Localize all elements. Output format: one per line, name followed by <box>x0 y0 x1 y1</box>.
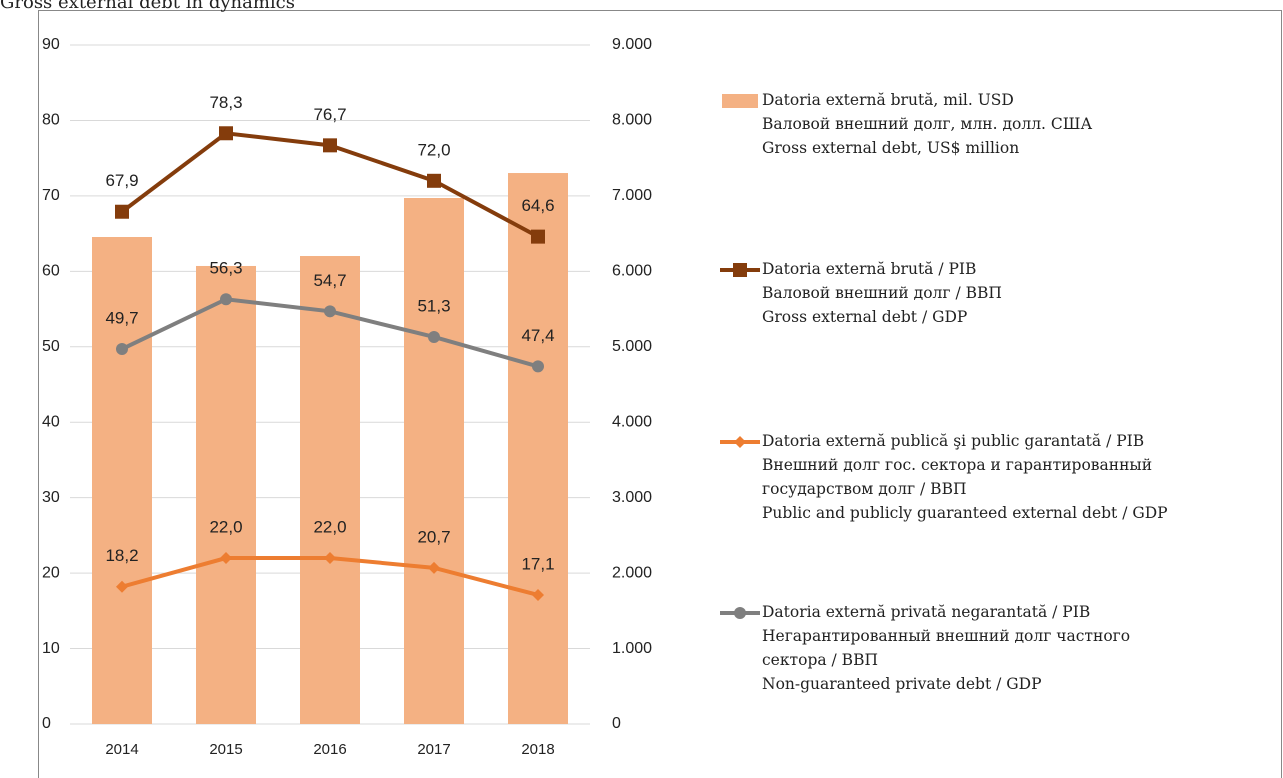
legend-label: сектора / ВВП <box>762 651 878 669</box>
legend-label: Datoria externă brută, mil. USD <box>762 91 1014 109</box>
marker <box>324 305 336 318</box>
legend-label: государством долг / ВВП <box>762 480 966 498</box>
data-label: 22,0 <box>209 518 242 537</box>
y-tick-label: 10 <box>42 640 60 657</box>
legend-label: Non-guaranteed private debt / GDP <box>762 675 1042 693</box>
y2-tick-label: 7.000 <box>612 187 652 204</box>
y-tick-label: 60 <box>42 263 60 280</box>
marker <box>532 588 544 601</box>
x-tick-label: 2015 <box>209 741 242 758</box>
data-label: 56,3 <box>209 259 242 278</box>
data-label: 22,0 <box>313 518 346 537</box>
data-label: 54,7 <box>313 271 346 290</box>
legend-label: Datoria externă publică şi public garant… <box>762 432 1144 450</box>
data-label: 76,7 <box>313 105 346 124</box>
bar <box>508 173 568 724</box>
marker <box>116 343 128 356</box>
marker <box>734 436 746 448</box>
legend-label: Gross external debt, US$ million <box>762 139 1019 157</box>
marker <box>324 552 336 565</box>
legend-label: Валовой внешний долг / ВВП <box>762 284 1002 302</box>
marker <box>427 173 441 188</box>
marker <box>531 229 545 244</box>
y2-tick-label: 8.000 <box>612 112 652 129</box>
data-label: 18,2 <box>105 546 138 565</box>
x-tick-label: 2014 <box>105 741 138 758</box>
x-tick-label: 2016 <box>313 741 346 758</box>
y-tick-label: 50 <box>42 338 60 355</box>
bar <box>196 265 256 724</box>
marker <box>734 607 746 619</box>
y-tick-label: 90 <box>42 36 60 53</box>
y2-tick-label: 2.000 <box>612 564 652 581</box>
data-label: 20,7 <box>417 527 450 546</box>
legend-label: Внешний долг гос. сектора и гарантирован… <box>762 456 1152 474</box>
marker <box>116 580 128 593</box>
y2-tick-label: 5.000 <box>612 338 652 355</box>
marker <box>115 204 129 219</box>
y-tick-label: 20 <box>42 564 60 581</box>
y2-tick-label: 4.000 <box>612 413 652 430</box>
bar <box>404 198 464 724</box>
data-label: 51,3 <box>417 296 450 315</box>
title-background <box>0 0 350 10</box>
marker <box>532 360 544 373</box>
data-label: 78,3 <box>209 93 242 112</box>
y2-tick-label: 3.000 <box>612 489 652 506</box>
marker <box>220 293 232 306</box>
bar <box>300 256 360 724</box>
data-label: 64,6 <box>521 196 554 215</box>
marker <box>733 263 747 277</box>
legend-label: Datoria externă brută / PIB <box>762 260 976 278</box>
legend-label: Валовой внешний долг, млн. долл. США <box>762 115 1092 133</box>
y-tick-label: 80 <box>42 112 60 129</box>
y2-tick-label: 0 <box>612 715 621 732</box>
chart-title: Gross external debt in dynamics <box>0 0 295 13</box>
legend-swatch <box>722 94 758 108</box>
x-tick-label: 2018 <box>521 741 554 758</box>
bar <box>92 237 152 724</box>
data-label: 47,4 <box>521 326 554 345</box>
marker <box>219 126 233 141</box>
x-tick-label: 2017 <box>417 741 450 758</box>
y-tick-label: 40 <box>42 413 60 430</box>
y2-tick-label: 1.000 <box>612 640 652 657</box>
legend-label: Public and publicly guaranteed external … <box>762 504 1168 522</box>
data-label: 67,9 <box>105 171 138 190</box>
marker <box>220 552 232 565</box>
legend-label: Gross external debt / GDP <box>762 308 967 326</box>
marker <box>428 330 440 343</box>
legend-label: Негарантированный внешний долг частного <box>762 627 1130 645</box>
legend-label: Datoria externă privată negarantată / PI… <box>762 603 1090 621</box>
marker <box>428 561 440 574</box>
y-tick-label: 30 <box>42 489 60 506</box>
data-label: 72,0 <box>417 140 450 159</box>
y2-tick-label: 9.000 <box>612 36 652 53</box>
data-label: 17,1 <box>521 554 554 573</box>
marker <box>323 138 337 153</box>
y-tick-label: 70 <box>42 187 60 204</box>
data-label: 49,7 <box>105 309 138 328</box>
y-tick-label: 0 <box>42 715 51 732</box>
y2-tick-label: 6.000 <box>612 263 652 280</box>
